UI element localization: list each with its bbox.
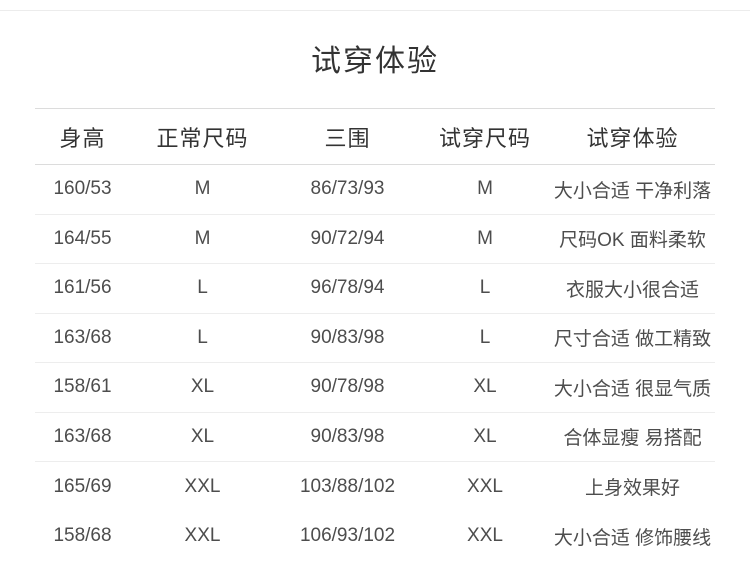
- try-on-experience-table: 身高 正常尺码 三围 试穿尺码 试穿体验 160/53 M 86/73/93 M…: [35, 108, 715, 561]
- table-row: 158/61 XL 90/78/98 XL 大小合适 很显气质: [35, 363, 715, 413]
- cell-height: 163/68: [53, 425, 112, 447]
- cell-measurements: 90/72/94: [310, 227, 385, 249]
- cell-measurements: 103/88/102: [299, 475, 396, 497]
- cell-normal-size: XXL: [184, 525, 221, 547]
- cell-normal-size: L: [197, 277, 208, 299]
- cell-normal-size: XL: [190, 376, 215, 398]
- cell-tryon-size: M: [477, 178, 493, 200]
- table-row: 165/69 XXL 103/88/102 XXL 上身效果好: [35, 462, 715, 512]
- cell-normal-size: M: [194, 227, 211, 249]
- cell-tryon-size: XXL: [467, 525, 503, 547]
- cell-measurements: 86/73/93: [310, 178, 385, 200]
- cell-normal-size: M: [194, 178, 211, 200]
- header-normal-size: 正常尺码: [156, 125, 249, 151]
- table-row: 163/68 XL 90/83/98 XL 合体显瘦 易搭配: [35, 413, 715, 462]
- table-row: 161/56 L 96/78/94 L 衣服大小很合适: [35, 264, 715, 314]
- cell-height: 161/56: [53, 277, 112, 299]
- cell-measurements: 90/83/98: [310, 326, 385, 348]
- cell-experience: 大小合适 干净利落: [553, 180, 712, 202]
- page-title: 试穿体验: [311, 45, 439, 78]
- cell-experience: 大小合适 修饰腰线: [553, 527, 712, 549]
- header-tryon-size: 试穿尺码: [438, 125, 531, 151]
- cell-measurements: 90/78/98: [310, 376, 385, 398]
- cell-height: 164/55: [53, 227, 112, 249]
- cell-experience: 合体显瘦 易搭配: [563, 428, 702, 450]
- header-experience: 试穿体验: [586, 125, 679, 151]
- table-row: 158/68 XXL 106/93/102 XXL 大小合适 修饰腰线: [35, 512, 715, 562]
- cell-experience: 尺寸合适 做工精致: [553, 329, 712, 351]
- cell-height: 165/69: [53, 475, 112, 497]
- cell-tryon-size: L: [479, 326, 491, 348]
- cell-experience: 大小合适 很显气质: [553, 378, 712, 400]
- table-row: 160/53 M 86/73/93 M 大小合适 干净利落: [35, 165, 715, 215]
- cell-tryon-size: M: [477, 227, 493, 249]
- cell-tryon-size: XL: [473, 425, 497, 447]
- cell-experience: 上身效果好: [584, 478, 680, 500]
- cell-height: 163/68: [53, 326, 112, 348]
- table-header-row: 身高 正常尺码 三围 试穿尺码 试穿体验: [35, 108, 715, 165]
- cell-tryon-size: L: [479, 277, 491, 299]
- top-divider: [0, 10, 750, 11]
- table-row: 164/55 M 90/72/94 M 尺码OK 面料柔软: [35, 215, 715, 264]
- cell-normal-size: L: [197, 326, 208, 348]
- cell-normal-size: XXL: [184, 475, 221, 497]
- cell-normal-size: XL: [190, 425, 215, 447]
- cell-experience: 衣服大小很合适: [565, 279, 699, 301]
- cell-experience: 尺码OK 面料柔软: [559, 230, 706, 252]
- table-row: 163/68 L 90/83/98 L 尺寸合适 做工精致: [35, 314, 715, 363]
- cell-tryon-size: XL: [473, 376, 497, 398]
- cell-measurements: 96/78/94: [310, 277, 385, 299]
- cell-measurements: 90/83/98: [310, 425, 385, 447]
- cell-measurements: 106/93/102: [299, 525, 396, 547]
- cell-height: 160/53: [53, 178, 112, 200]
- cell-tryon-size: XXL: [467, 475, 503, 497]
- header-measurements: 三围: [324, 125, 371, 151]
- header-height: 身高: [59, 125, 106, 151]
- cell-height: 158/68: [53, 525, 112, 547]
- cell-height: 158/61: [53, 376, 112, 398]
